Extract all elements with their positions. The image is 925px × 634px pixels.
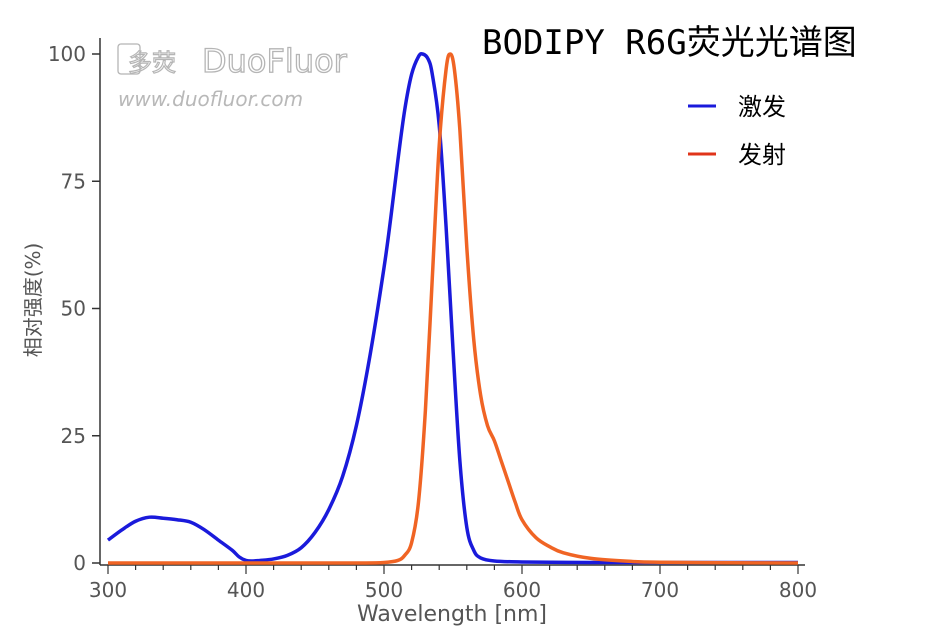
x-tick-label: 700 [641,578,679,602]
y-axis-label: 相对强度(%) [21,243,45,358]
watermark-brand: DuoFluor [202,42,348,80]
watermark-url: www.duofluor.com [118,87,303,111]
x-tick-label: 800 [779,578,817,602]
y-ticks: 0 25 50 75 100 [48,42,100,575]
watermark-brand-cn: 多荧 [128,49,176,77]
y-tick-label: 50 [61,297,86,321]
y-tick-label: 100 [48,42,86,66]
x-tick-label: 400 [227,578,265,602]
x-axis-label: Wavelength [nm] [357,602,547,627]
legend: 激发 发射 [688,93,786,169]
y-tick-label: 0 [73,551,86,575]
y-tick-label: 25 [61,424,86,448]
series-line-excitation [106,51,798,565]
x-ticks: 300 400 500 600 700 800 [89,565,817,602]
watermark-logo-box [117,43,141,75]
chart-title: BODIPY R6G荧光光谱图 [482,23,857,63]
series-line-emission [107,52,799,565]
x-tick-label: 300 [89,578,127,602]
x-tick-label: 500 [365,578,403,602]
x-tick-label: 600 [503,578,541,602]
series-layer [106,51,799,565]
watermark: 多荧 DuoFluor www.duofluor.com [117,41,348,111]
y-tick-label: 75 [61,169,86,193]
legend-label-emission: 发射 [738,141,786,169]
legend-label-excitation: 激发 [738,93,786,121]
